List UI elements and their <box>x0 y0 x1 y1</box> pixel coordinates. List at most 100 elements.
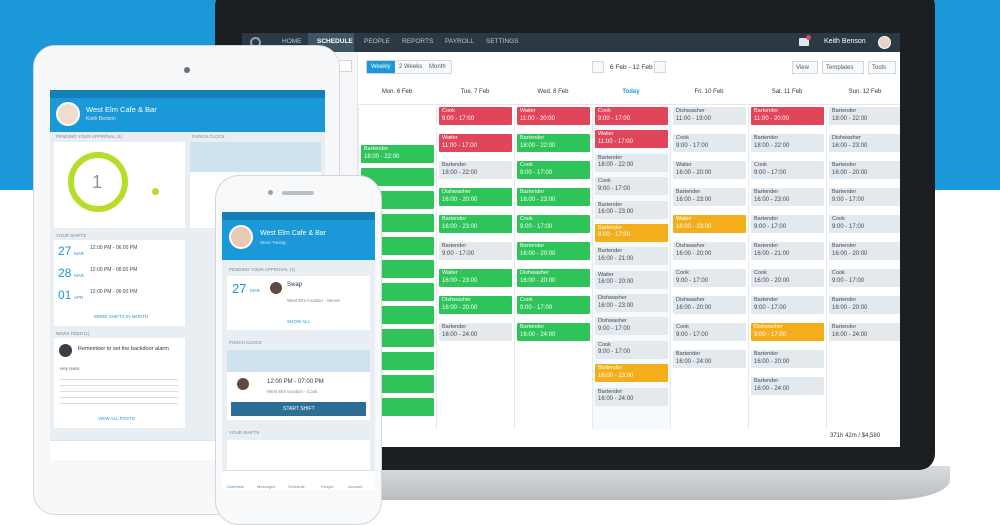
shift-block[interactable]: Waiter 16:00 - 23:00 <box>439 269 512 287</box>
shift-role: Bartender <box>754 108 779 114</box>
view-option[interactable]: 2 Weeks <box>399 64 423 70</box>
shift-block[interactable]: Bartender 16:00 - 23:00 <box>673 188 746 206</box>
shift-block[interactable]: Dishwasher 11:00 - 19:00 <box>673 107 746 125</box>
shift-block[interactable]: Cook 9:00 - 17:00 <box>517 296 590 314</box>
shift-block[interactable]: Dishwasher 16:00 - 23:00 <box>829 134 900 152</box>
shift-role: Bartender <box>754 297 779 303</box>
shift-block[interactable]: Waiter 16:00 - 20:00 <box>595 270 668 289</box>
shift-block[interactable]: Bartender 16:00 - 23:00 <box>595 364 668 383</box>
shift-block[interactable]: Bartender 11:00 - 20:00 <box>751 107 824 125</box>
start-shift-button[interactable]: START SHIFT <box>231 402 366 416</box>
shift-block[interactable]: Bartender 16:00 - 23:00 <box>517 188 590 206</box>
shift-block[interactable]: Cook 9:00 - 17:00 <box>517 215 590 233</box>
tool-button[interactable]: View <box>792 61 818 74</box>
nav-item[interactable]: HOME <box>282 38 302 45</box>
nav-item[interactable]: PEOPLE <box>364 38 391 45</box>
shift-block[interactable]: Bartender 16:00 - 21:00 <box>595 247 668 266</box>
shift-block[interactable]: Bartender 16:00 - 24:00 <box>595 387 668 406</box>
shift-block[interactable]: Bartender 18:00 - 22:00 <box>361 145 434 163</box>
shift-block[interactable]: Cook 9:00 - 17:00 <box>673 269 746 287</box>
shift-block[interactable]: Bartender 18:00 - 22:00 <box>517 134 590 152</box>
shift-block[interactable]: Cook 9:00 - 17:00 <box>829 269 900 287</box>
shift-block[interactable]: Dishwasher 16:00 - 20:00 <box>673 242 746 260</box>
view-option[interactable]: Month <box>429 64 446 70</box>
shift-block[interactable]: Cook 9:00 - 17:00 <box>595 107 668 125</box>
tab-label[interactable]: People <box>321 484 334 489</box>
nav-item[interactable]: REPORTS <box>402 38 434 45</box>
request-card[interactable]: 27 MAR Swap West Elm location - Server S… <box>227 276 370 330</box>
tool-button[interactable]: Templates <box>822 61 864 74</box>
user-name[interactable]: Keith Benson <box>824 38 866 45</box>
shift-block[interactable]: Cook 9:00 - 17:00 <box>673 134 746 152</box>
view-option[interactable]: Weekly <box>371 64 391 70</box>
shift-block[interactable]: Bartender 18:00 - 22:00 <box>439 161 512 179</box>
shift-block[interactable]: Bartender 16:00 - 23:00 <box>751 188 824 206</box>
shift-block[interactable]: Cook 9:00 - 17:00 <box>673 323 746 341</box>
shift-block[interactable]: Bartender 9:00 - 17:00 <box>829 188 900 206</box>
shift-block[interactable]: Dishwasher 16:00 - 20:00 <box>439 296 512 314</box>
pending-card[interactable]: 1 <box>54 142 185 228</box>
shift-block[interactable]: Bartender 16:00 - 24:00 <box>517 323 590 341</box>
shift-block[interactable]: Waiter 16:00 - 23:00 <box>673 215 746 233</box>
user-avatar[interactable] <box>878 36 891 49</box>
nav-item[interactable]: SCHEDULE <box>317 38 353 45</box>
tool-button[interactable]: Tools <box>868 61 896 74</box>
view-posts[interactable]: VIEW ALL POSTS <box>98 416 135 421</box>
nav-item[interactable]: PAYROLL <box>445 38 475 45</box>
shift-role: Bartender <box>520 324 545 330</box>
shift-block[interactable]: Waiter 11:00 - 20:00 <box>517 107 590 125</box>
shift-block[interactable]: Bartender 9:00 - 17:00 <box>751 296 824 314</box>
shift-block[interactable]: Cook 9:00 - 17:00 <box>751 161 824 179</box>
shift-block[interactable]: Bartender 16:00 - 23:00 <box>595 200 668 219</box>
shift-time: 16:00 - 23:00 <box>520 196 556 203</box>
shift-block[interactable]: Bartender 9:00 - 17:00 <box>751 215 824 233</box>
shift-block[interactable]: Bartender 9:00 - 17:00 <box>439 242 512 260</box>
shift-block[interactable]: Bartender 16:00 - 24:00 <box>751 377 824 395</box>
shift-block[interactable]: Bartender 16:00 - 20:00 <box>517 242 590 260</box>
tab-label[interactable]: Messages <box>257 484 276 489</box>
message-icon[interactable] <box>799 38 809 46</box>
prev-week[interactable] <box>592 61 604 73</box>
next-week[interactable] <box>654 61 666 73</box>
shift-block[interactable]: Cook 16:00 - 20:00 <box>751 269 824 287</box>
shift-block[interactable]: Waiter 11:00 - 17:00 <box>439 134 512 152</box>
shift-time: 9:00 - 17:00 <box>598 325 631 332</box>
shift-block[interactable]: Dishwasher 16:00 - 23:00 <box>595 294 668 313</box>
shift-block[interactable]: Bartender 16:00 - 23:00 <box>439 215 512 233</box>
shift-block[interactable]: Bartender 16:00 - 20:00 <box>829 296 900 314</box>
shift-time: 16:00 - 20:00 <box>598 279 634 286</box>
shift-block[interactable]: Dishwasher 16:00 - 20:00 <box>517 269 590 287</box>
section-label: YOUR SHIFTS <box>56 233 87 238</box>
tab-label[interactable]: Overview <box>227 484 244 489</box>
shift-block[interactable]: Dishwasher 16:00 - 20:00 <box>439 188 512 206</box>
shift-block[interactable]: Waiter 11:00 - 17:00 <box>595 130 668 149</box>
shift-block[interactable]: Bartender 16:00 - 20:00 <box>751 350 824 368</box>
shift-block[interactable]: Bartender 18:00 - 22:00 <box>595 153 668 172</box>
shift-block[interactable]: Cook 9:00 - 17:00 <box>595 340 668 359</box>
tab-label[interactable]: Schedule <box>288 484 305 489</box>
shift-block[interactable]: Cook 9:00 - 17:00 <box>517 161 590 179</box>
shift-block[interactable]: Bartender 16:00 - 20:00 <box>829 161 900 179</box>
shift-block[interactable]: Bartender 16:00 - 24:00 <box>673 350 746 368</box>
shift-block[interactable]: Bartender 18:00 - 22:00 <box>829 107 900 125</box>
shift-block[interactable]: Cook 9:00 - 17:00 <box>595 177 668 196</box>
shift-block[interactable]: Dishwasher 9:00 - 17:00 <box>751 323 824 341</box>
shift-block[interactable]: Bartender 16:00 - 20:00 <box>829 242 900 260</box>
shift-block[interactable]: Cook 9:00 - 17:00 <box>439 107 512 125</box>
shift-block[interactable] <box>361 168 434 186</box>
shift-block[interactable]: Waiter 16:00 - 20:00 <box>673 161 746 179</box>
sidebar-toggle[interactable] <box>338 60 352 72</box>
shift-block[interactable]: Bartender 16:00 - 24:00 <box>439 323 512 341</box>
shift-block[interactable]: Dishwasher 9:00 - 17:00 <box>595 317 668 336</box>
shift-block[interactable]: Bartender 9:00 - 17:00 <box>595 223 668 242</box>
shift-block[interactable]: Bartender 18:00 - 22:00 <box>751 134 824 152</box>
shift-block[interactable]: Bartender 16:00 - 21:00 <box>751 242 824 260</box>
tab-label[interactable]: Account <box>348 484 363 489</box>
shift-block[interactable]: Cook 9:00 - 17:00 <box>829 215 900 233</box>
nav-item[interactable]: SETTINGS <box>486 38 519 45</box>
shift-block[interactable]: Bartender 16:00 - 24:00 <box>829 323 900 341</box>
show-all[interactable]: SHOW ALL <box>287 319 311 324</box>
more-shifts[interactable]: MORE SHIFTS IN MONTH <box>94 314 149 319</box>
shift-time: 16:00 - 20:00 <box>442 196 478 203</box>
shift-block[interactable]: Dishwasher 16:00 - 20:00 <box>673 296 746 314</box>
